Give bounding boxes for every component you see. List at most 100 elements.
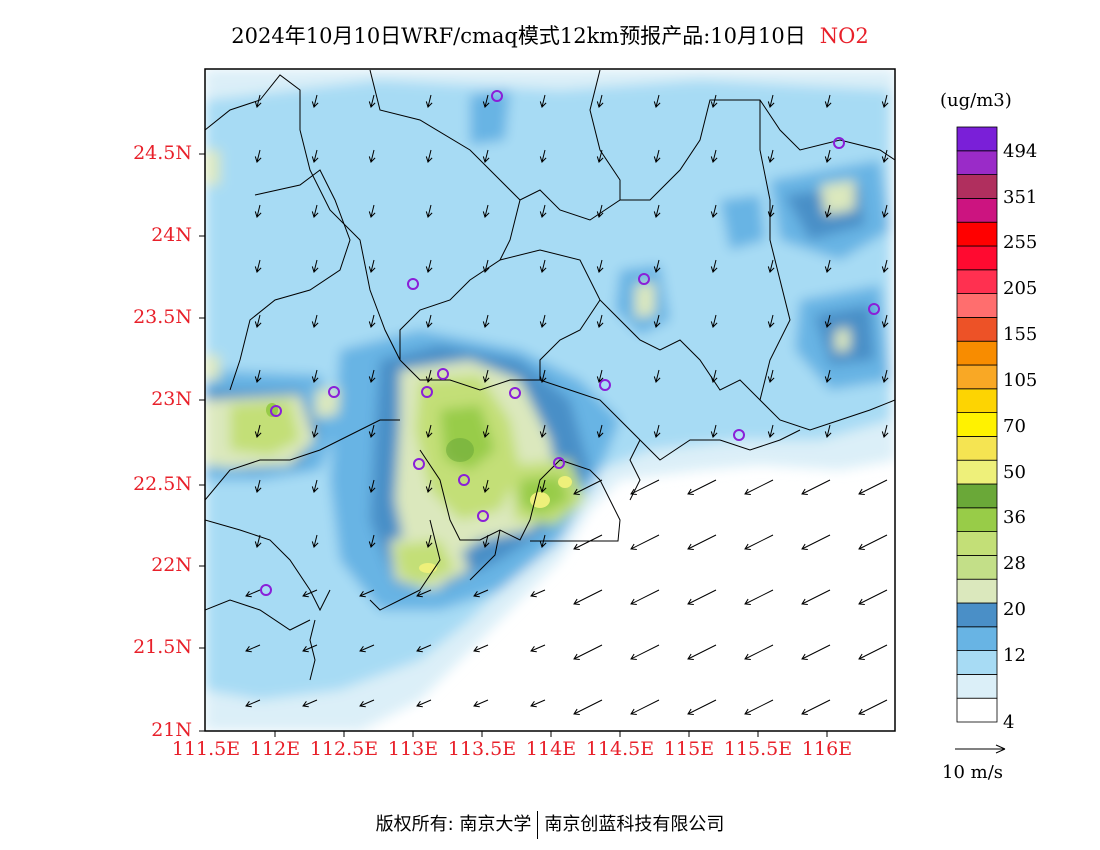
lon-label-116: 116E xyxy=(801,738,853,760)
wind-arrow xyxy=(767,424,775,438)
copyright-divider xyxy=(537,811,539,839)
wind-arrow xyxy=(630,644,660,660)
wind-arrow xyxy=(858,699,888,715)
wind-arrow xyxy=(710,204,718,218)
wind-arrow xyxy=(539,314,547,328)
wind-arrow xyxy=(368,204,376,218)
wind-arrow xyxy=(573,479,603,495)
wind-arrow xyxy=(425,259,433,273)
wind-arrow xyxy=(596,204,604,218)
colorbar-swatch xyxy=(956,316,998,342)
wind-arrow xyxy=(311,479,319,493)
colorbar-swatch xyxy=(956,483,998,509)
colorbar-swatch xyxy=(956,388,998,413)
wind-arrow xyxy=(368,94,376,108)
wind-arrow xyxy=(596,424,604,438)
chart-title: 2024年10月10日WRF/cmaq模式12km预报产品:10月10日 NO2 xyxy=(0,20,1100,50)
colorbar-label: 12 xyxy=(1003,645,1026,666)
wind-arrow xyxy=(530,589,546,598)
wind-arrow xyxy=(824,424,832,438)
colorbar-swatch xyxy=(956,174,998,199)
wind-arrow xyxy=(881,424,889,438)
wind-arrow xyxy=(573,534,603,550)
wind-arrow xyxy=(858,479,888,495)
wind-arrow xyxy=(824,149,832,163)
wind-arrow xyxy=(368,424,376,438)
wind-arrow xyxy=(482,204,490,218)
wind-arrow xyxy=(302,589,318,598)
wind-arrow xyxy=(473,699,489,708)
wind-arrow xyxy=(539,424,547,438)
wind-arrow xyxy=(630,534,660,550)
wind-arrow xyxy=(425,479,433,493)
colorbar-swatch xyxy=(956,269,998,294)
colorbar-label: 36 xyxy=(1003,507,1026,528)
wind-arrow xyxy=(482,314,490,328)
colorbar-label: 20 xyxy=(1003,599,1026,620)
wind-arrow xyxy=(710,149,718,163)
colorbar-swatch xyxy=(956,555,998,580)
lon-label-114: 114E xyxy=(525,738,577,760)
wind-arrow xyxy=(881,314,889,328)
lat-label-22-5: 22.5N xyxy=(133,473,192,495)
wind-arrow xyxy=(710,259,718,273)
wind-arrow xyxy=(311,314,319,328)
lon-label-112: 112E xyxy=(249,738,301,760)
wind-arrow xyxy=(596,149,604,163)
wind-arrow xyxy=(687,699,717,715)
colorbar-swatch xyxy=(956,293,998,318)
wind-arrow xyxy=(710,369,718,383)
wind-arrow xyxy=(653,204,661,218)
wind-arrow xyxy=(687,644,717,660)
wind-arrow xyxy=(539,204,547,218)
colorbar-swatch xyxy=(956,650,998,675)
wind-arrow xyxy=(425,369,433,383)
wind-arrow xyxy=(881,204,889,218)
wind-arrow xyxy=(858,589,888,605)
wind-arrow xyxy=(767,149,775,163)
wind-arrow xyxy=(767,369,775,383)
wind-arrow xyxy=(482,149,490,163)
wind-arrow xyxy=(653,314,661,328)
wind-arrow xyxy=(254,534,262,548)
wind-arrow xyxy=(767,259,775,273)
colorbar-swatch xyxy=(956,507,998,532)
pollutant-label: NO2 xyxy=(819,24,869,48)
wind-arrow xyxy=(254,314,262,328)
colorbar-label: 255 xyxy=(1003,232,1038,253)
wind-arrow xyxy=(530,699,546,708)
wind-arrow xyxy=(573,589,603,605)
wind-arrow xyxy=(302,699,318,708)
wind-arrow xyxy=(539,369,547,383)
wind-arrow xyxy=(881,259,889,273)
wind-arrow xyxy=(653,94,661,108)
colorbar-label: 4 xyxy=(1003,712,1015,733)
colorbar-swatch xyxy=(956,197,998,223)
colorbar-swatch xyxy=(956,578,998,604)
lon-label-111-5: 111.5E xyxy=(171,738,241,760)
wind-arrow xyxy=(744,589,774,605)
wind-arrow xyxy=(630,589,660,605)
wind-arrow xyxy=(801,589,831,605)
lon-label-115: 115E xyxy=(663,738,715,760)
colorbar-swatch xyxy=(956,364,998,390)
wind-arrow xyxy=(368,259,376,273)
wind-arrow xyxy=(653,149,661,163)
wind-arrow xyxy=(596,369,604,383)
wind-arrow xyxy=(482,424,490,438)
wind-arrow xyxy=(416,589,432,598)
colorbar-label: 105 xyxy=(1003,370,1038,391)
colorbar-swatch xyxy=(956,459,998,485)
lat-label-21: 21N xyxy=(151,719,192,741)
wind-arrow xyxy=(744,699,774,715)
wind-arrow xyxy=(482,479,490,493)
colorbar-swatch xyxy=(956,126,998,152)
monitoring-stations xyxy=(260,90,880,596)
wind-arrow xyxy=(824,94,832,108)
colorbar-swatch xyxy=(956,245,998,271)
wind-arrow xyxy=(824,314,832,328)
colorbar-label: 28 xyxy=(1003,553,1026,574)
wind-arrow xyxy=(539,94,547,108)
colorbar-swatch xyxy=(956,221,998,247)
